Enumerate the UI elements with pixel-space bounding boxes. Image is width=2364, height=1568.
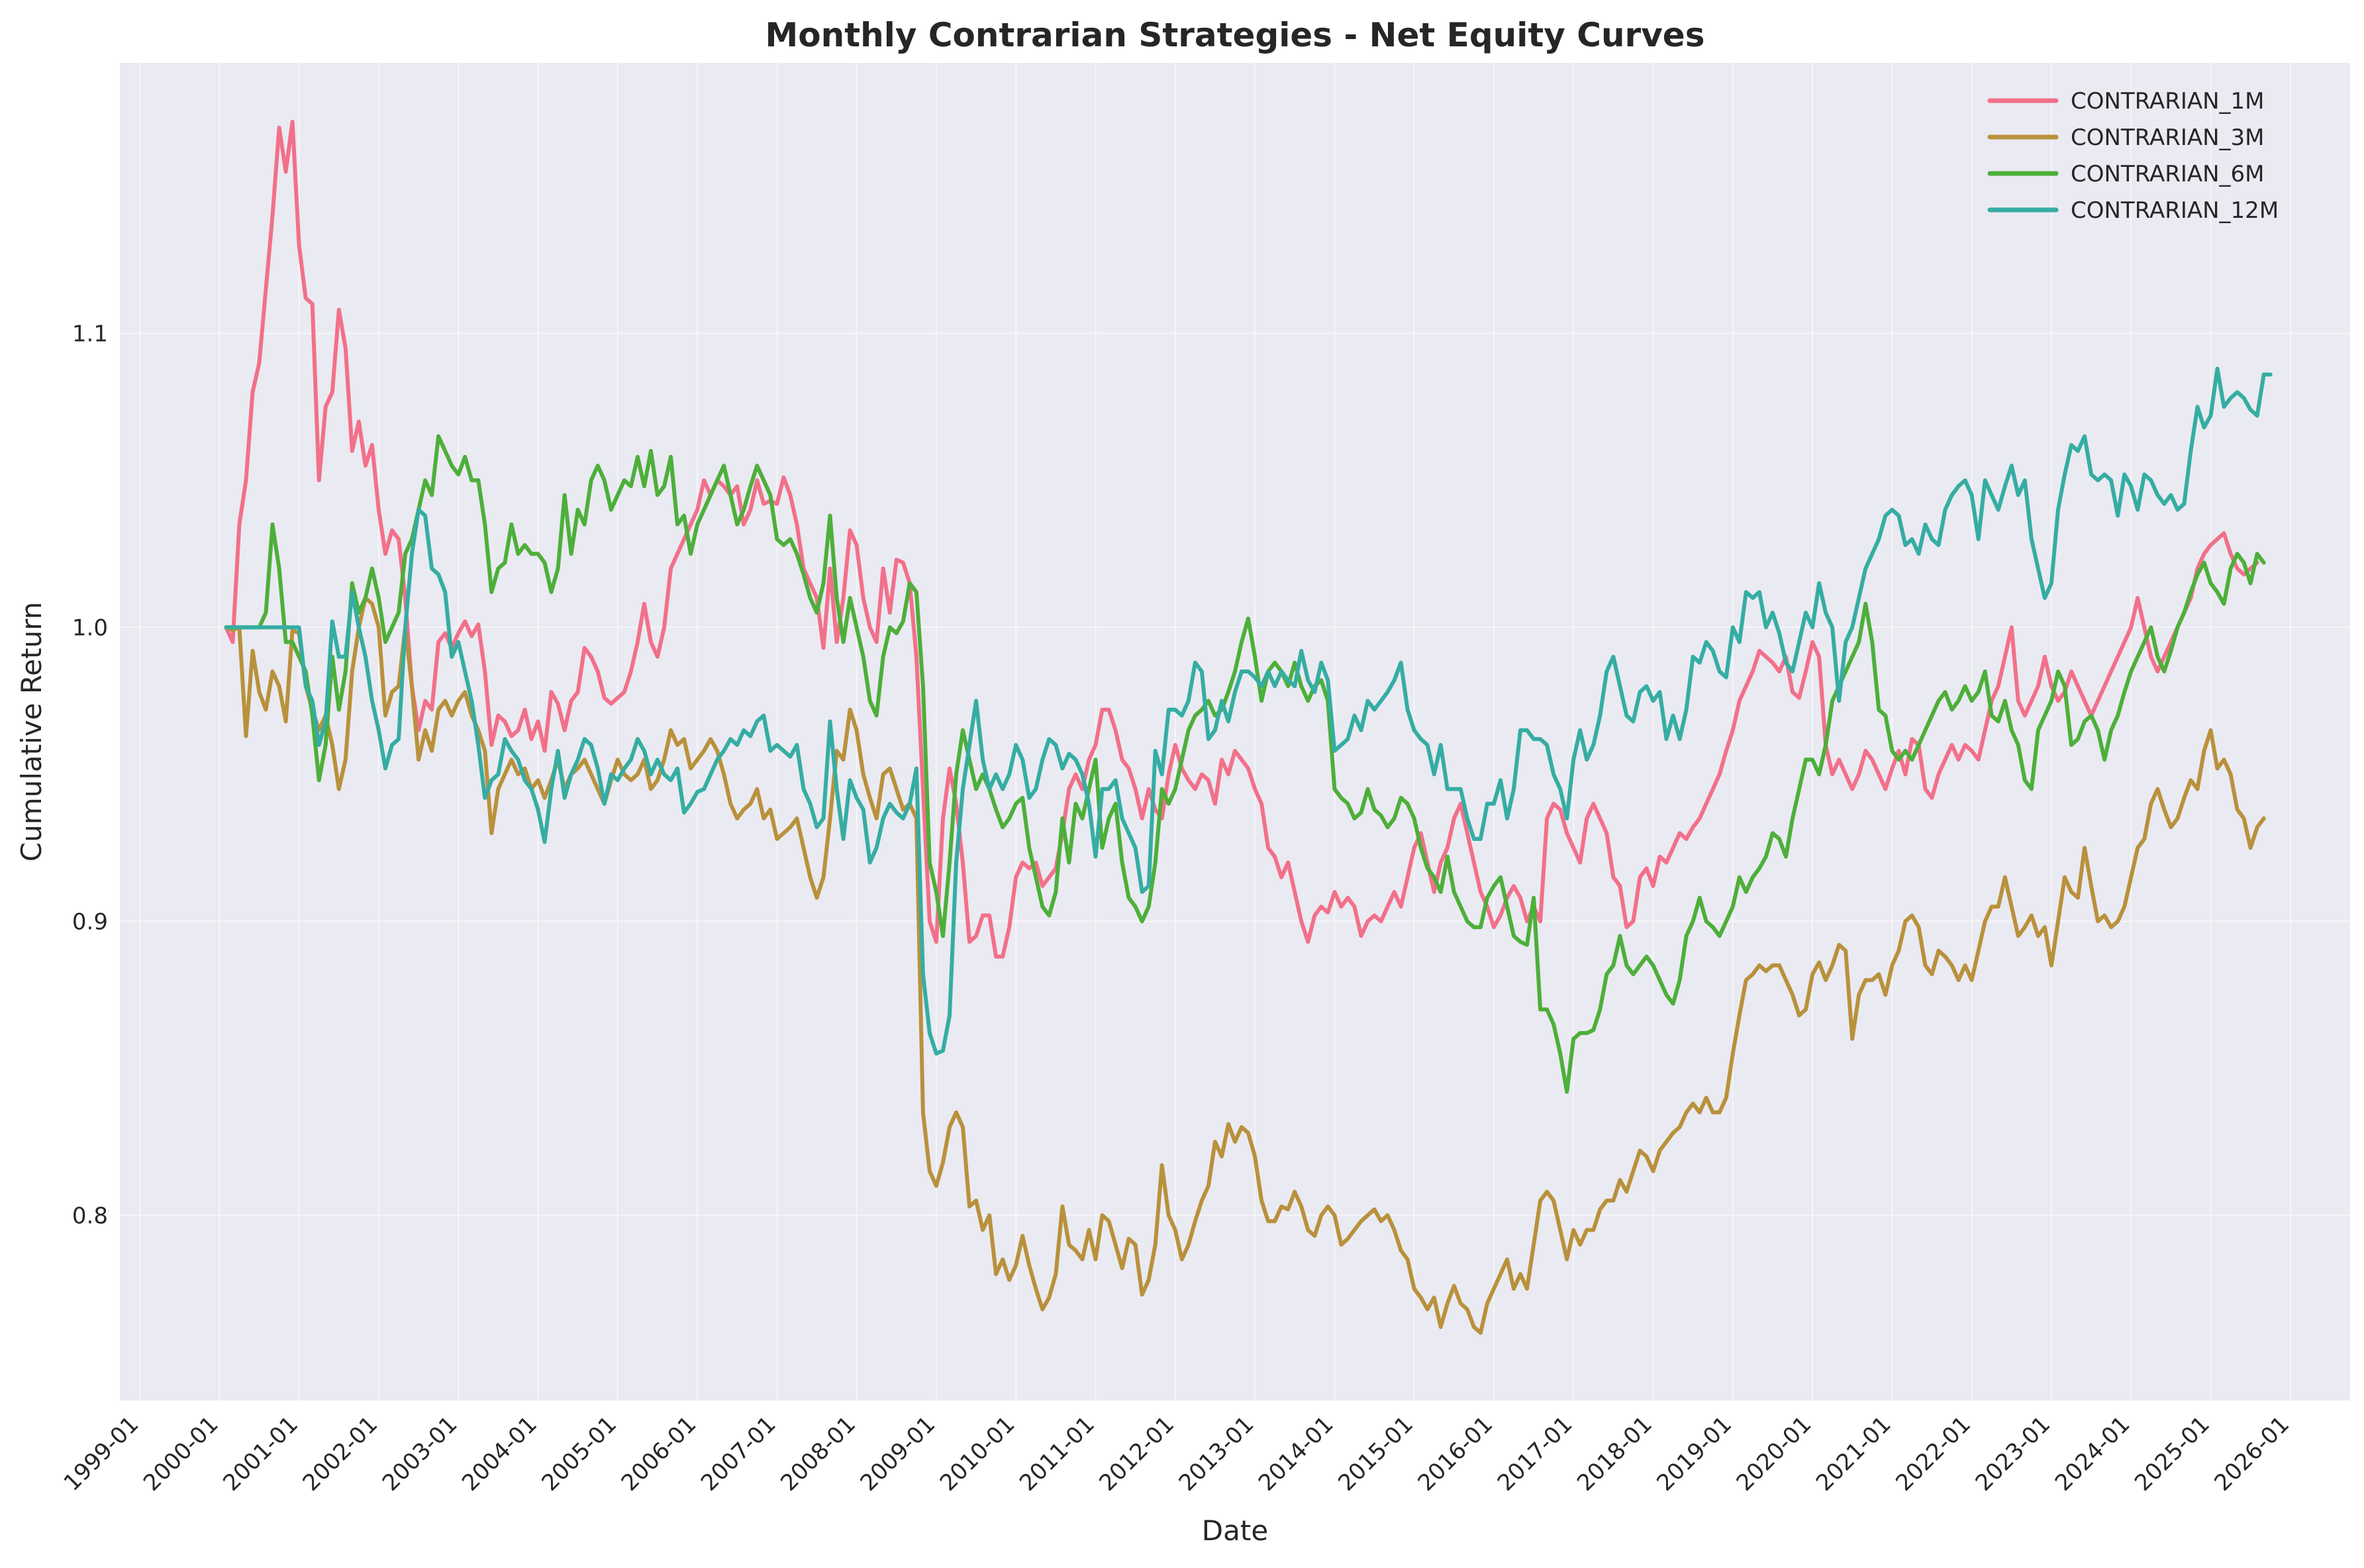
y-axis-label: Cumulative Return <box>15 602 48 861</box>
chart-title: Monthly Contrarian Strategies - Net Equi… <box>765 16 1705 54</box>
y-axis-ticks: 0.8 0.9 1.0 1.1 <box>72 320 108 1229</box>
series-layer <box>224 119 2273 1335</box>
y-tick-label: 1.0 <box>72 614 108 641</box>
legend-label: CONTRARIAN_3M <box>2071 124 2265 151</box>
legend-label: CONTRARIAN_6M <box>2071 161 2265 187</box>
plot-area <box>120 63 2350 1400</box>
legend-label: CONTRARIAN_12M <box>2071 197 2279 224</box>
x-axis-label: Date <box>1202 1514 1268 1547</box>
series-line-contrarian-3m <box>224 596 2266 1335</box>
series-line-contrarian-12m <box>224 366 2273 1056</box>
y-tick-label: 0.8 <box>72 1202 108 1229</box>
legend-label: CONTRARIAN_1M <box>2071 88 2265 115</box>
legend: CONTRARIAN_1M CONTRARIAN_3M CONTRARIAN_6M C… <box>1987 88 2279 224</box>
y-tick-label: 0.9 <box>72 908 108 935</box>
series-line-contrarian-6m <box>224 434 2266 1094</box>
y-tick-label: 1.1 <box>72 320 108 347</box>
